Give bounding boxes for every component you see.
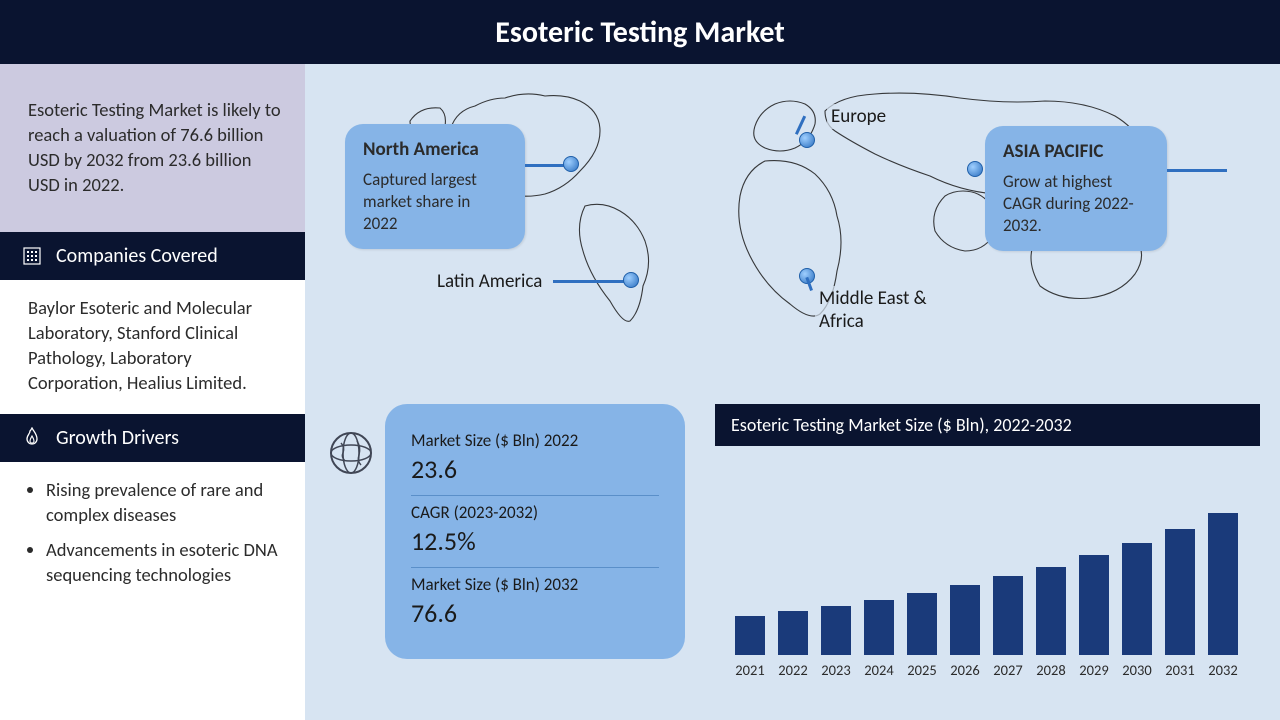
chart-bar [1122,543,1152,655]
connector-line [525,164,565,167]
chart-xtick: 2031 [1165,661,1195,679]
drivers-heading-label: Growth Drivers [56,426,179,450]
chart-xtick: 2029 [1079,661,1109,679]
stat-value: 23.6 [411,453,659,485]
chart-xtick: 2030 [1122,661,1152,679]
region-callout-apac: ASIA PACIFIC Grow at highest CAGR during… [985,126,1167,251]
stats-card: Market Size ($ Bln) 2022 23.6 CAGR (2023… [385,404,685,659]
chart-xtick: 2028 [1036,661,1066,679]
chart-xtick: 2027 [993,661,1023,679]
chart-xtick: 2023 [821,661,851,679]
region-title: ASIA PACIFIC [1003,140,1149,165]
region-title: North America [363,138,507,163]
chart-xtick: 2024 [864,661,894,679]
chart-title-label: Esoteric Testing Market Size ($ Bln), 20… [731,414,1072,436]
stat-row: Market Size ($ Bln) 2032 76.6 [411,568,659,639]
page-title: Esoteric Testing Market [495,14,784,51]
stat-value: 76.6 [411,597,659,629]
companies-heading-label: Companies Covered [56,244,218,268]
stat-label: Market Size ($ Bln) 2022 [411,430,659,451]
globe-icon [327,429,375,482]
region-desc: Grow at highest CAGR during 2022-2032. [1003,171,1149,237]
chart-bar [821,606,851,655]
driver-item: Rising prevalence of rare and complex di… [46,478,283,528]
chart-xtick: 2026 [950,661,980,679]
chart-xtick: 2032 [1208,661,1238,679]
companies-heading: Companies Covered [0,232,305,280]
chart-bar [778,611,808,655]
sidebar: Esoteric Testing Market is likely to rea… [0,64,305,720]
region-label-latin-america: Latin America [433,269,546,294]
chart-title: Esoteric Testing Market Size ($ Bln), 20… [715,404,1260,446]
chart-bar [950,585,980,655]
chart-bar [864,600,894,655]
chart-bar [907,593,937,655]
region-label-europe: Europe [827,104,890,129]
region-label-mea: Middle East & Africa [815,286,945,334]
connector-line [553,280,625,283]
chart-bar [1165,529,1195,655]
chart-bar [735,616,765,655]
main-panel: North America Captured largest market sh… [305,64,1280,720]
bar-chart: 2021 2022 2023 2024 2025 2026 2027 2028 2029 2030… [735,470,1255,690]
content-row: Esoteric Testing Market is likely to rea… [0,64,1280,720]
chart-bar [1079,555,1109,655]
page-header: Esoteric Testing Market [0,0,1280,64]
region-dot-apac [967,161,983,177]
intro-text: Esoteric Testing Market is likely to rea… [0,64,305,232]
chart-xtick: 2022 [778,661,808,679]
region-callout-north-america: North America Captured largest market sh… [345,124,525,249]
stat-row: CAGR (2023-2032) 12.5% [411,496,659,568]
drivers-heading: Growth Drivers [0,414,305,462]
flame-icon [22,427,42,449]
connector-line [1167,169,1227,172]
chart-bar [993,576,1023,655]
driver-item: Advancements in esoteric DNA sequencing … [46,538,283,588]
chart-bar [1208,513,1238,655]
region-desc: Captured largest market share in 2022 [363,169,507,235]
stat-value: 12.5% [411,525,659,557]
region-dot-latin-america [623,272,639,288]
region-dot-north-america [563,156,579,172]
stat-label: Market Size ($ Bln) 2032 [411,574,659,595]
chart-xtick: 2021 [735,661,765,679]
region-dot-europe [799,132,815,148]
chart-bar [1036,567,1066,655]
chart-xtick: 2025 [907,661,937,679]
drivers-body: Rising prevalence of rare and complex di… [0,462,305,616]
building-icon [22,246,42,266]
stat-label: CAGR (2023-2032) [411,502,659,523]
companies-body: Baylor Esoteric and Molecular Laboratory… [0,280,305,414]
stat-row: Market Size ($ Bln) 2022 23.6 [411,424,659,496]
